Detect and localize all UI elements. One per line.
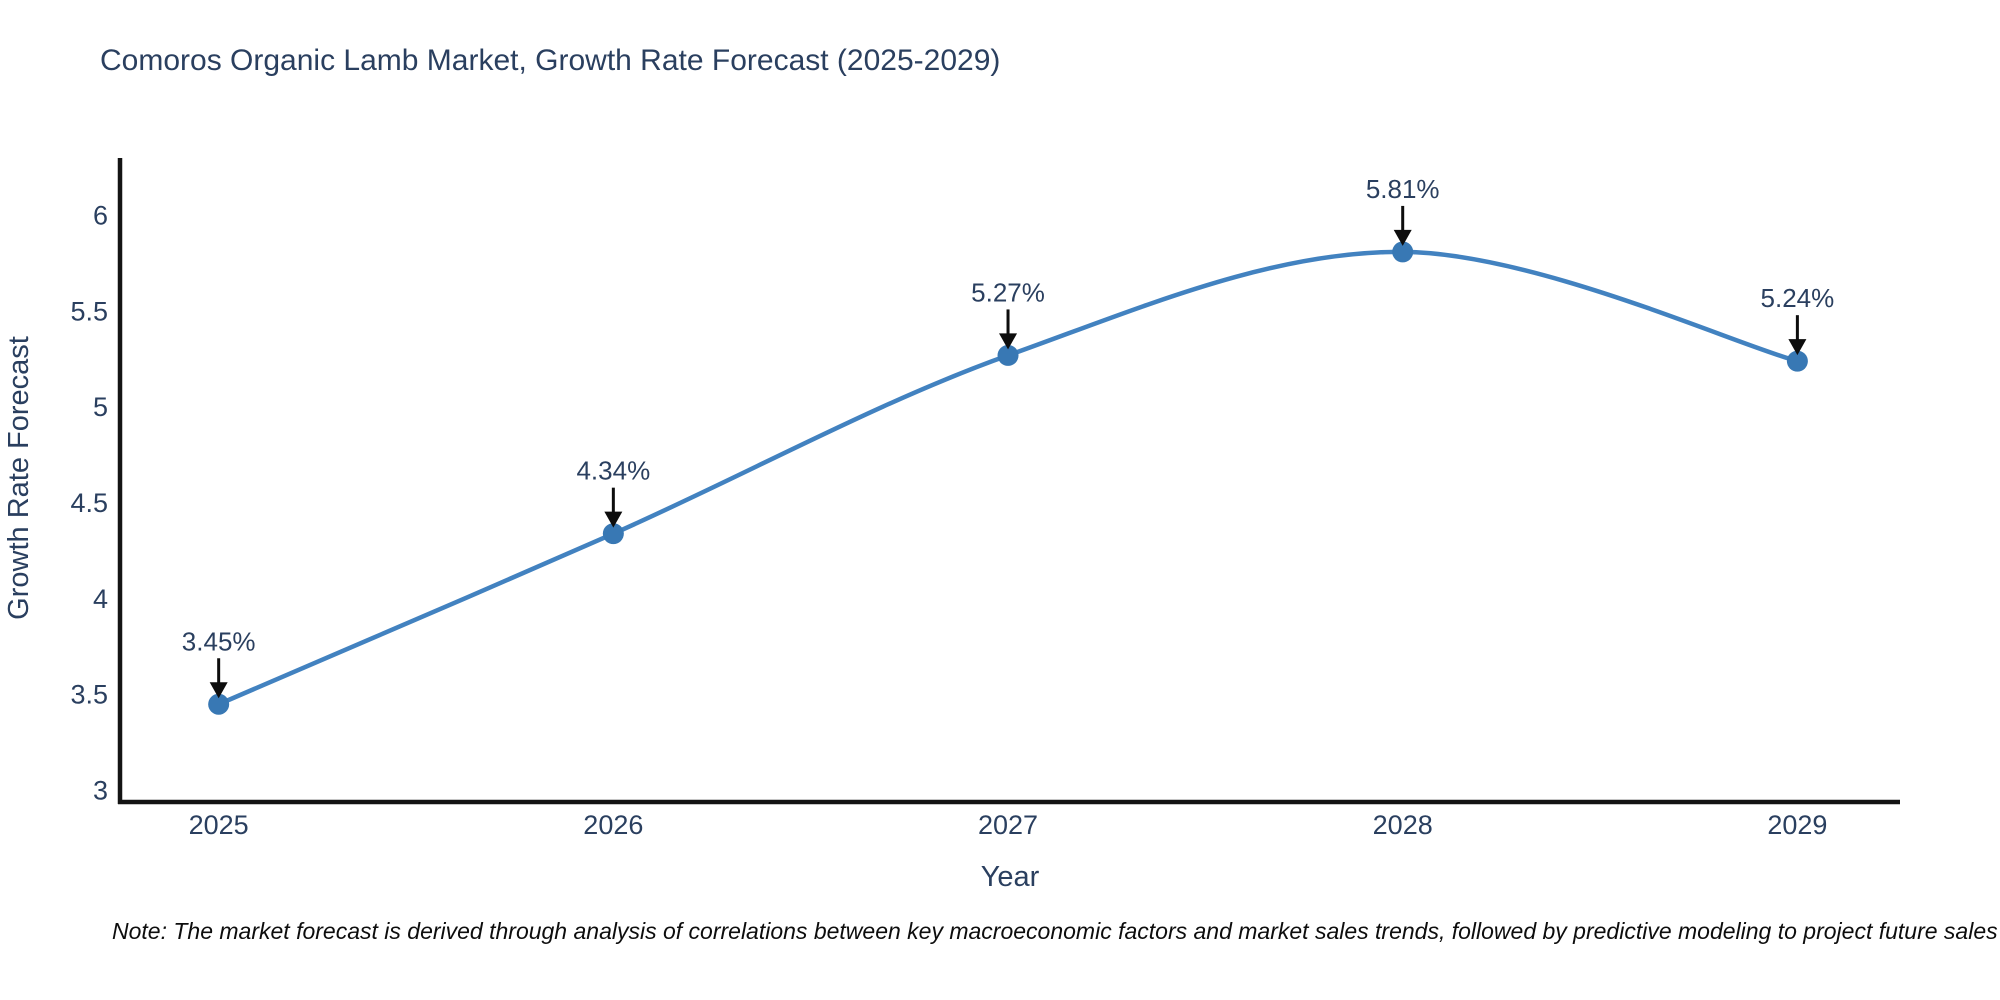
- chart-title: Comoros Organic Lamb Market, Growth Rate…: [100, 44, 1001, 77]
- annotation-arrowhead: [1788, 339, 1807, 356]
- data-point-marker[interactable]: [997, 344, 1019, 366]
- x-tick-label: 2025: [189, 810, 249, 840]
- x-tick-label: 2026: [583, 810, 643, 840]
- data-point-marker[interactable]: [602, 523, 624, 545]
- x-tick-label: 2028: [1373, 810, 1433, 840]
- x-tick-label: 2027: [978, 810, 1038, 840]
- annotation-arrowhead: [999, 333, 1018, 350]
- data-point-marker[interactable]: [208, 693, 230, 715]
- annotation-arrowhead: [604, 511, 623, 528]
- point-label: 4.34%: [576, 456, 650, 486]
- point-label: 5.24%: [1761, 283, 1835, 313]
- data-point-marker[interactable]: [1786, 350, 1808, 372]
- y-tick-label: 6: [93, 201, 108, 231]
- y-tick-label: 3.5: [70, 680, 108, 710]
- y-tick-label: 4: [93, 584, 108, 614]
- y-tick-label: 5.5: [70, 296, 108, 326]
- annotation-arrowhead: [1393, 229, 1412, 246]
- y-tick-label: 4.5: [70, 488, 108, 518]
- y-axis-title: Growth Rate Forecast: [3, 336, 35, 620]
- x-axis-title: Year: [981, 861, 1040, 893]
- point-label: 5.27%: [971, 277, 1045, 307]
- y-tick-label: 5: [93, 392, 108, 422]
- note-text: Note: The market forecast is derived thr…: [112, 918, 1998, 944]
- data-point-marker[interactable]: [1392, 241, 1414, 263]
- annotation-arrowhead: [209, 682, 228, 699]
- point-label: 3.45%: [182, 626, 256, 656]
- x-tick-label: 2029: [1767, 810, 1827, 840]
- point-label: 5.81%: [1366, 174, 1440, 204]
- y-tick-label: 3: [93, 776, 108, 806]
